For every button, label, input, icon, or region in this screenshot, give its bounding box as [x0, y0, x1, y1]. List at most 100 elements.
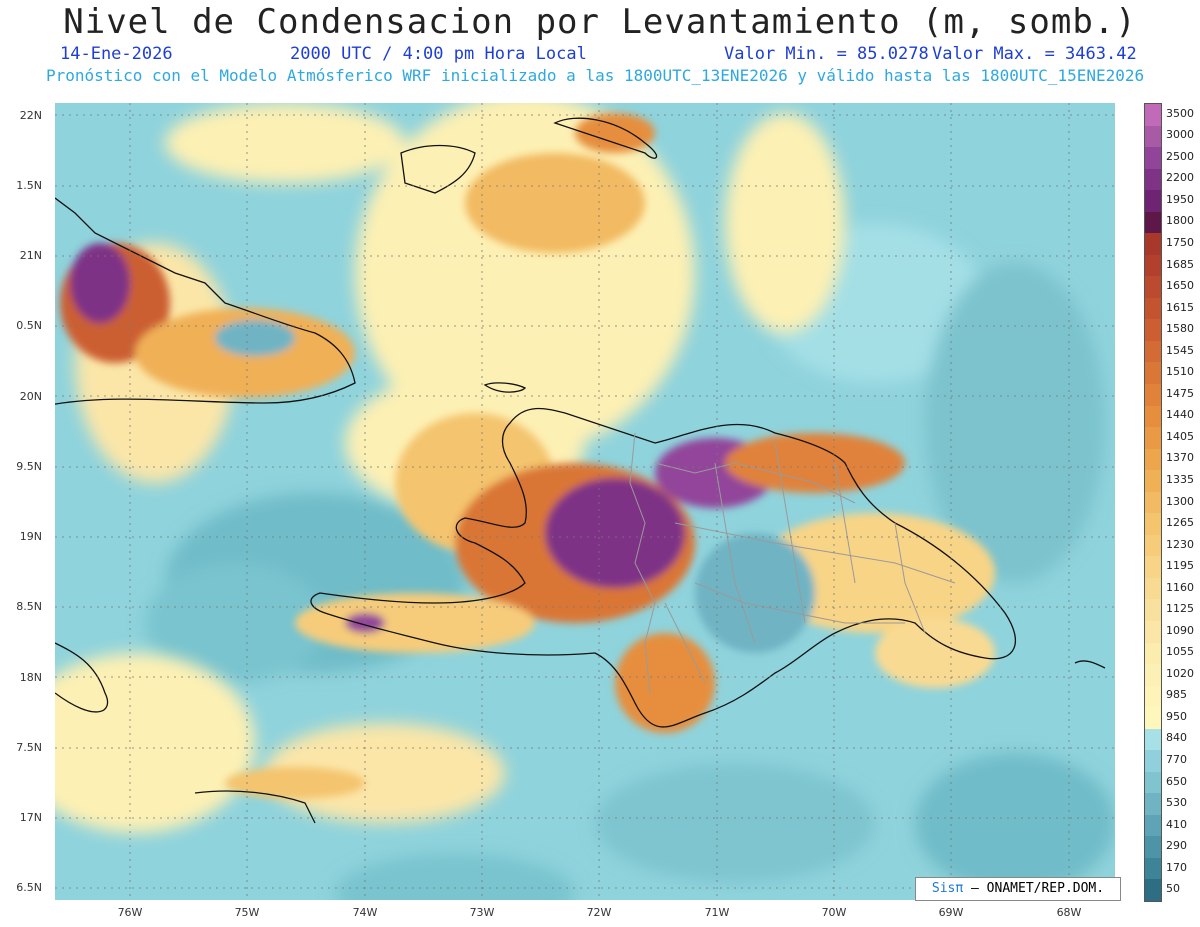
credit-org: – ONAMET/REP.DOM. — [971, 881, 1105, 896]
min-value: Valor Min. = 85.0278 — [724, 44, 929, 64]
lon-label: 76W — [117, 906, 143, 919]
legend-swatch — [1145, 556, 1161, 579]
legend-swatch — [1145, 793, 1161, 816]
legend-swatch — [1145, 750, 1161, 773]
legend-level-label: 770 — [1166, 752, 1187, 766]
lat-label: 22N — [19, 109, 42, 122]
lon-label: 74W — [352, 906, 378, 919]
legend-swatch — [1145, 297, 1161, 320]
legend-level-label: 1195 — [1166, 559, 1194, 573]
legend-level-label: 1950 — [1166, 192, 1194, 206]
legend-level-label: 2200 — [1166, 171, 1194, 185]
legend-swatch — [1145, 491, 1161, 514]
legend-swatch — [1145, 857, 1161, 880]
legend-swatch — [1145, 814, 1161, 837]
legend-swatch — [1145, 642, 1161, 665]
legend-level-label: 1125 — [1166, 602, 1194, 616]
legend-level-label: 2500 — [1166, 149, 1194, 163]
legend-level-label: 1475 — [1166, 386, 1194, 400]
lat-label: 7.5N — [16, 741, 42, 754]
legend-level-label: 1440 — [1166, 408, 1194, 422]
map-canvas — [55, 103, 1115, 900]
legend-level-label: 1580 — [1166, 322, 1194, 336]
legend-swatch — [1145, 836, 1161, 859]
legend-swatch — [1145, 879, 1161, 902]
legend-level-label: 1160 — [1166, 580, 1194, 594]
ocean-field — [55, 103, 1115, 900]
lon-label: 69W — [938, 906, 964, 919]
legend-level-label: 1230 — [1166, 537, 1194, 551]
lat-label: 19N — [19, 530, 42, 543]
legend-level-label: 1510 — [1166, 365, 1194, 379]
lon-label: 75W — [234, 906, 260, 919]
legend-swatch — [1145, 340, 1161, 363]
legend-swatch — [1145, 405, 1161, 428]
legend-swatch — [1145, 707, 1161, 730]
lat-label: 17N — [19, 811, 42, 824]
legend-swatch — [1145, 513, 1161, 536]
legend-swatch — [1145, 771, 1161, 794]
lat-label: 9.5N — [16, 460, 42, 473]
legend-level-label: 1020 — [1166, 666, 1194, 680]
province-borders — [629, 432, 956, 694]
legend-swatch — [1145, 362, 1161, 385]
legend-level-label: 1650 — [1166, 279, 1194, 293]
legend-swatch — [1145, 104, 1161, 127]
sispi-logo-text: Sisπ — [931, 881, 964, 896]
land-field — [60, 243, 995, 733]
lon-label: 73W — [469, 906, 495, 919]
legend-swatch — [1145, 384, 1161, 407]
legend-level-label: 650 — [1166, 774, 1187, 788]
legend-level-label: 1800 — [1166, 214, 1194, 228]
legend-swatch — [1145, 728, 1161, 751]
legend-swatch — [1145, 254, 1161, 277]
legend-swatch — [1145, 211, 1161, 234]
map-area — [55, 103, 1115, 900]
forecast-description: Pronóstico con el Modelo Atmósferico WRF… — [46, 66, 1145, 85]
legend-level-label: 1055 — [1166, 645, 1194, 659]
legend-level-label: 1405 — [1166, 429, 1194, 443]
legend-level-label: 1300 — [1166, 494, 1194, 508]
color-legend — [1144, 103, 1162, 902]
legend-level-label: 530 — [1166, 796, 1187, 810]
legend-level-label: 1335 — [1166, 472, 1194, 486]
lon-label: 70W — [821, 906, 847, 919]
map-title: Nivel de Condensacion por Levantamiento … — [63, 2, 1137, 42]
legend-level-label: 50 — [1166, 882, 1180, 896]
legend-level-label: 3500 — [1166, 106, 1194, 120]
lon-label: 72W — [586, 906, 612, 919]
legend-swatch — [1145, 233, 1161, 256]
legend-swatch — [1145, 276, 1161, 299]
legend-swatch — [1145, 620, 1161, 643]
legend-swatch — [1145, 168, 1161, 191]
lon-label: 68W — [1056, 906, 1082, 919]
legend-swatch — [1145, 470, 1161, 493]
coastline — [55, 117, 1106, 824]
forecast-date: 14-Ene-2026 — [60, 44, 173, 64]
credit-box: Sisπ – ONAMET/REP.DOM. — [915, 877, 1121, 901]
legend-level-label: 1090 — [1166, 623, 1194, 637]
lat-label: 8.5N — [16, 600, 42, 613]
lon-label: 71W — [704, 906, 730, 919]
legend-level-label: 1545 — [1166, 343, 1194, 357]
legend-swatch — [1145, 664, 1161, 687]
lat-label: 0.5N — [16, 319, 42, 332]
legend-level-label: 1750 — [1166, 236, 1194, 249]
legend-swatch — [1145, 190, 1161, 213]
legend-level-label: 410 — [1166, 817, 1187, 831]
legend-level-label: 3000 — [1166, 128, 1194, 142]
lat-label: 20N — [19, 390, 42, 403]
lat-label: 1.5N — [16, 179, 42, 192]
legend-swatch — [1145, 685, 1161, 708]
legend-level-label: 985 — [1166, 688, 1187, 702]
legend-swatch — [1145, 427, 1161, 450]
forecast-time: 2000 UTC / 4:00 pm Hora Local — [290, 44, 587, 64]
max-value: Valor Max. = 3463.42 — [932, 44, 1137, 64]
legend-level-label: 1615 — [1166, 300, 1194, 314]
legend-level-label: 840 — [1166, 731, 1187, 745]
lat-label: 21N — [19, 249, 42, 262]
legend-swatch — [1145, 319, 1161, 342]
legend-level-label: 1265 — [1166, 516, 1194, 530]
legend-level-label: 290 — [1166, 839, 1187, 853]
legend-swatch — [1145, 534, 1161, 557]
